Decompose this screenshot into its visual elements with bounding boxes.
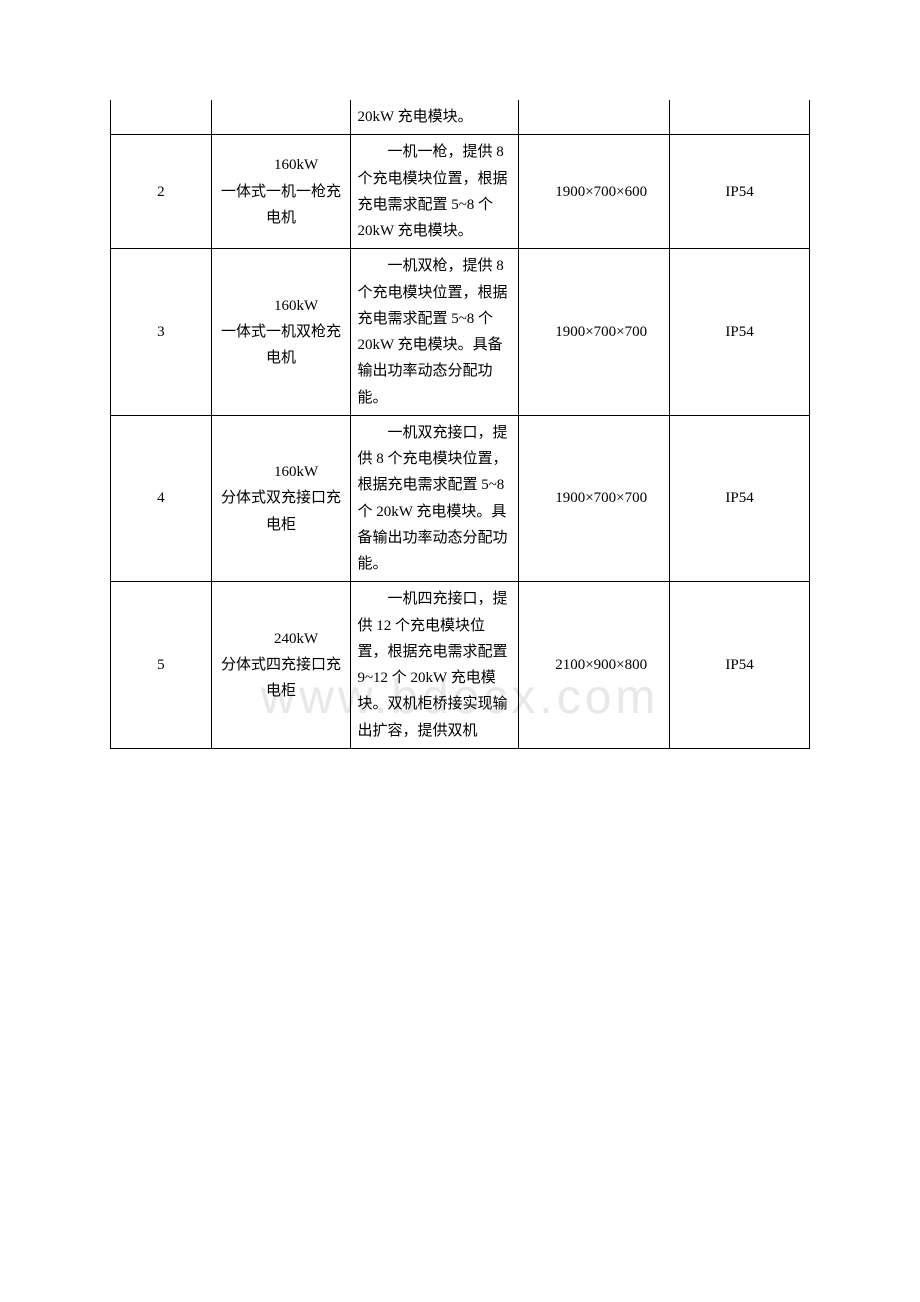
cell-index: 4 bbox=[111, 415, 212, 582]
cell-desc: 一机四充接口，提供 12 个充电模块位置，根据充电需求配置 9~12 个 20k… bbox=[351, 582, 519, 749]
cell-dim: 1900×700×600 bbox=[519, 135, 670, 249]
cell-ip bbox=[670, 100, 810, 135]
cell-index: 2 bbox=[111, 135, 212, 249]
cell-name: 160kW分体式双充接口充电柜 bbox=[211, 415, 351, 582]
cell-dim: 2100×900×800 bbox=[519, 582, 670, 749]
table-row: 2 160kW一体式一机一枪充电机 一机一枪，提供 8 个充电模块位置，根据充电… bbox=[111, 135, 810, 249]
table-row: 20kW 充电模块。 bbox=[111, 100, 810, 135]
cell-dim bbox=[519, 100, 670, 135]
cell-desc: 一机双枪，提供 8 个充电模块位置，根据充电需求配置 5~8 个 20kW 充电… bbox=[351, 249, 519, 416]
cell-name bbox=[211, 100, 351, 135]
table-container: 20kW 充电模块。 2 160kW一体式一机一枪充电机 一机一枪，提供 8 个… bbox=[110, 100, 810, 749]
cell-dim: 1900×700×700 bbox=[519, 249, 670, 416]
table-row: 3 160kW一体式一机双枪充电机 一机双枪，提供 8 个充电模块位置，根据充电… bbox=[111, 249, 810, 416]
cell-ip: IP54 bbox=[670, 135, 810, 249]
cell-desc: 20kW 充电模块。 bbox=[351, 100, 519, 135]
cell-name: 240kW分体式四充接口充电柜 bbox=[211, 582, 351, 749]
cell-desc: 一机一枪，提供 8 个充电模块位置，根据充电需求配置 5~8 个 20kW 充电… bbox=[351, 135, 519, 249]
cell-ip: IP54 bbox=[670, 415, 810, 582]
cell-ip: IP54 bbox=[670, 249, 810, 416]
cell-dim: 1900×700×700 bbox=[519, 415, 670, 582]
table-row: 5 240kW分体式四充接口充电柜 一机四充接口，提供 12 个充电模块位置，根… bbox=[111, 582, 810, 749]
cell-ip: IP54 bbox=[670, 582, 810, 749]
table-row: 4 160kW分体式双充接口充电柜 一机双充接口，提供 8 个充电模块位置，根据… bbox=[111, 415, 810, 582]
cell-name: 160kW一体式一机双枪充电机 bbox=[211, 249, 351, 416]
spec-table: 20kW 充电模块。 2 160kW一体式一机一枪充电机 一机一枪，提供 8 个… bbox=[110, 100, 810, 749]
cell-name: 160kW一体式一机一枪充电机 bbox=[211, 135, 351, 249]
cell-index bbox=[111, 100, 212, 135]
cell-index: 5 bbox=[111, 582, 212, 749]
cell-desc: 一机双充接口，提供 8 个充电模块位置，根据充电需求配置 5~8 个 20kW … bbox=[351, 415, 519, 582]
cell-index: 3 bbox=[111, 249, 212, 416]
